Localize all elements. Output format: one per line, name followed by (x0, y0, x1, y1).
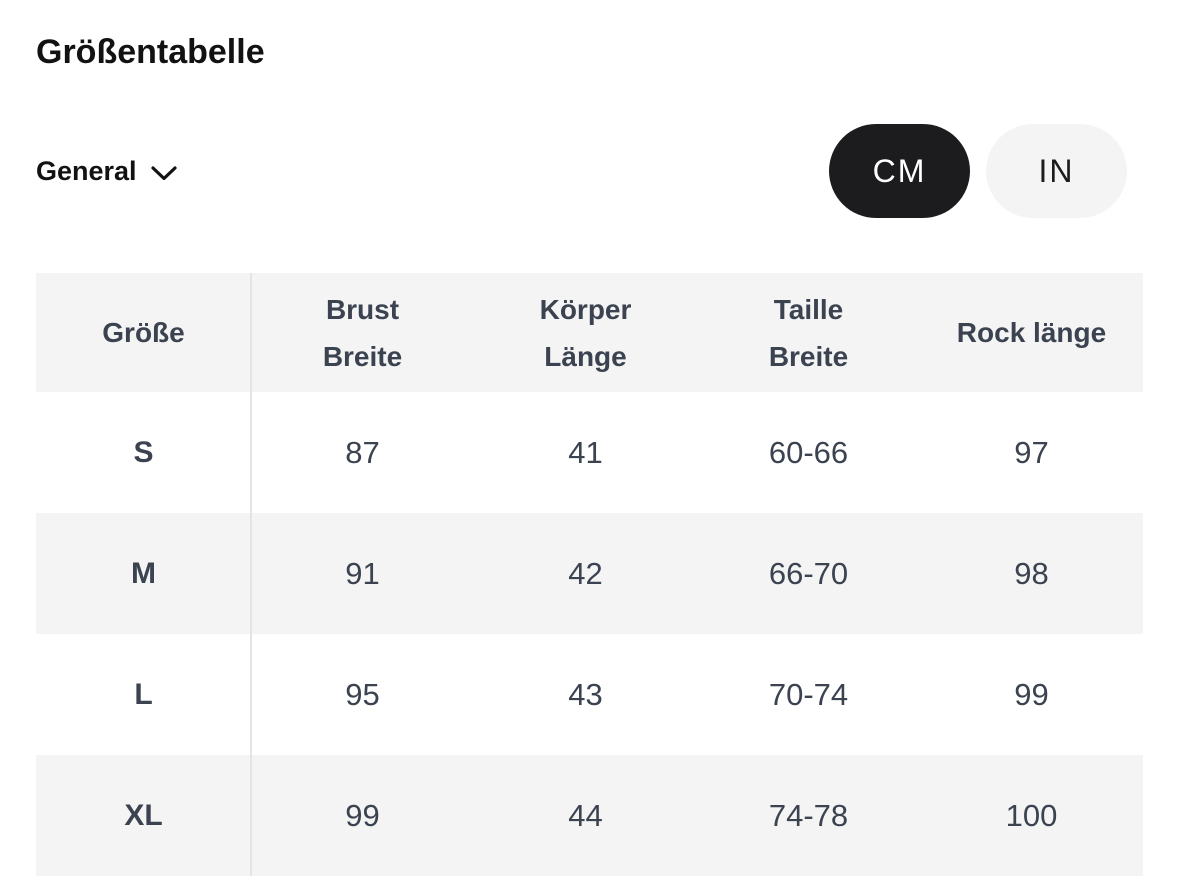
value-cell: 41 (568, 434, 603, 470)
table-row-m: M 91 42 66-70 98 (36, 513, 1143, 634)
unit-toggle-cm-button[interactable]: CM (829, 124, 970, 218)
table-row-s: S 87 41 60-66 97 (36, 392, 1143, 513)
table-header-row: Größe Brust Breite Körper Länge Taille B… (36, 273, 1143, 392)
chevron-down-icon (150, 165, 177, 180)
column-header-rock-laenge: Rock länge (956, 317, 1107, 348)
table-row-l: L 95 43 70-74 99 (36, 634, 1143, 755)
unit-toggle: CM IN (829, 124, 1127, 218)
value-cell: 44 (568, 797, 603, 833)
column-header-taille-breite: Taille Breite (768, 293, 849, 372)
value-cell: 99 (1014, 676, 1049, 712)
page-title: Größentabelle (36, 33, 265, 71)
value-cell: 100 (1005, 797, 1058, 833)
table-row-xl: XL 99 44 74-78 100 (36, 755, 1143, 876)
category-selector-label: General (36, 155, 137, 186)
value-cell: 87 (345, 434, 380, 470)
value-cell: 98 (1014, 555, 1049, 591)
value-cell: 60-66 (768, 434, 849, 470)
column-header-brust-breite: Brust Breite (322, 293, 403, 372)
value-cell: 97 (1014, 434, 1049, 470)
column-header-groesse: Größe (102, 317, 185, 348)
controls-row: General CM IN (36, 124, 1143, 218)
value-cell: 74-78 (768, 797, 849, 833)
category-selector[interactable]: General (36, 156, 178, 187)
value-cell: 43 (568, 676, 603, 712)
value-cell: 99 (345, 797, 380, 833)
value-cell: 70-74 (768, 676, 849, 712)
unit-toggle-in-button[interactable]: IN (986, 124, 1127, 218)
size-cell: XL (124, 798, 163, 832)
column-divider (250, 273, 252, 876)
value-cell: 91 (345, 555, 380, 591)
size-cell: S (133, 435, 154, 469)
size-table: Größe Brust Breite Körper Länge Taille B… (36, 273, 1143, 876)
column-header-koerper-laenge: Körper Länge (539, 293, 632, 372)
value-cell: 66-70 (768, 555, 849, 591)
value-cell: 95 (345, 676, 380, 712)
size-cell: M (131, 556, 156, 590)
table-body: S 87 41 60-66 97 M 91 42 66-70 98 L 95 4… (36, 392, 1143, 876)
value-cell: 42 (568, 555, 603, 591)
size-cell: L (134, 677, 153, 711)
